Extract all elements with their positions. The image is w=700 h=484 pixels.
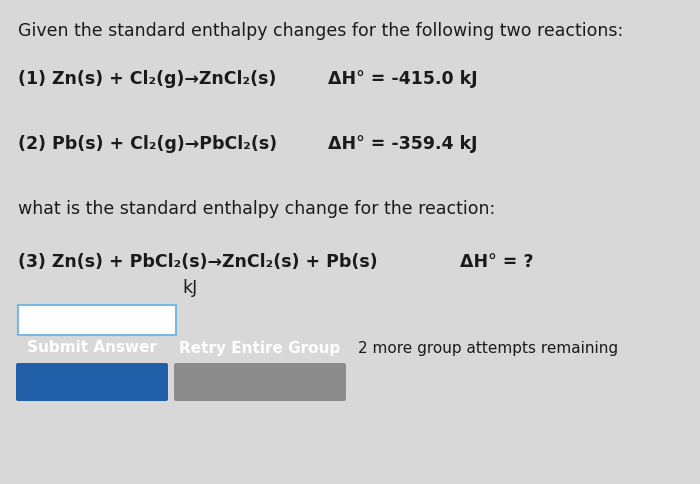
Text: Retry Entire Group: Retry Entire Group: [179, 341, 341, 356]
Text: (3) Zn(s) + PbCl₂(s)→ZnCl₂(s) + Pb(s): (3) Zn(s) + PbCl₂(s)→ZnCl₂(s) + Pb(s): [18, 253, 377, 271]
Text: Submit Answer: Submit Answer: [27, 341, 157, 356]
Text: (1) Zn(s) + Cl₂(g)→ZnCl₂(s): (1) Zn(s) + Cl₂(g)→ZnCl₂(s): [18, 70, 276, 88]
Text: what is the standard enthalpy change for the reaction:: what is the standard enthalpy change for…: [18, 200, 496, 218]
Text: ΔH° = -415.0 kJ: ΔH° = -415.0 kJ: [328, 70, 477, 88]
FancyBboxPatch shape: [18, 305, 176, 335]
Text: (2) Pb(s) + Cl₂(g)→PbCl₂(s): (2) Pb(s) + Cl₂(g)→PbCl₂(s): [18, 135, 277, 153]
Text: ΔH° = ?: ΔH° = ?: [460, 253, 533, 271]
Text: ΔH° = -359.4 kJ: ΔH° = -359.4 kJ: [328, 135, 477, 153]
Text: Given the standard enthalpy changes for the following two reactions:: Given the standard enthalpy changes for …: [18, 22, 623, 40]
FancyBboxPatch shape: [16, 363, 168, 401]
FancyBboxPatch shape: [174, 363, 346, 401]
Text: 2 more group attempts remaining: 2 more group attempts remaining: [358, 341, 618, 356]
Text: kJ: kJ: [182, 279, 197, 297]
